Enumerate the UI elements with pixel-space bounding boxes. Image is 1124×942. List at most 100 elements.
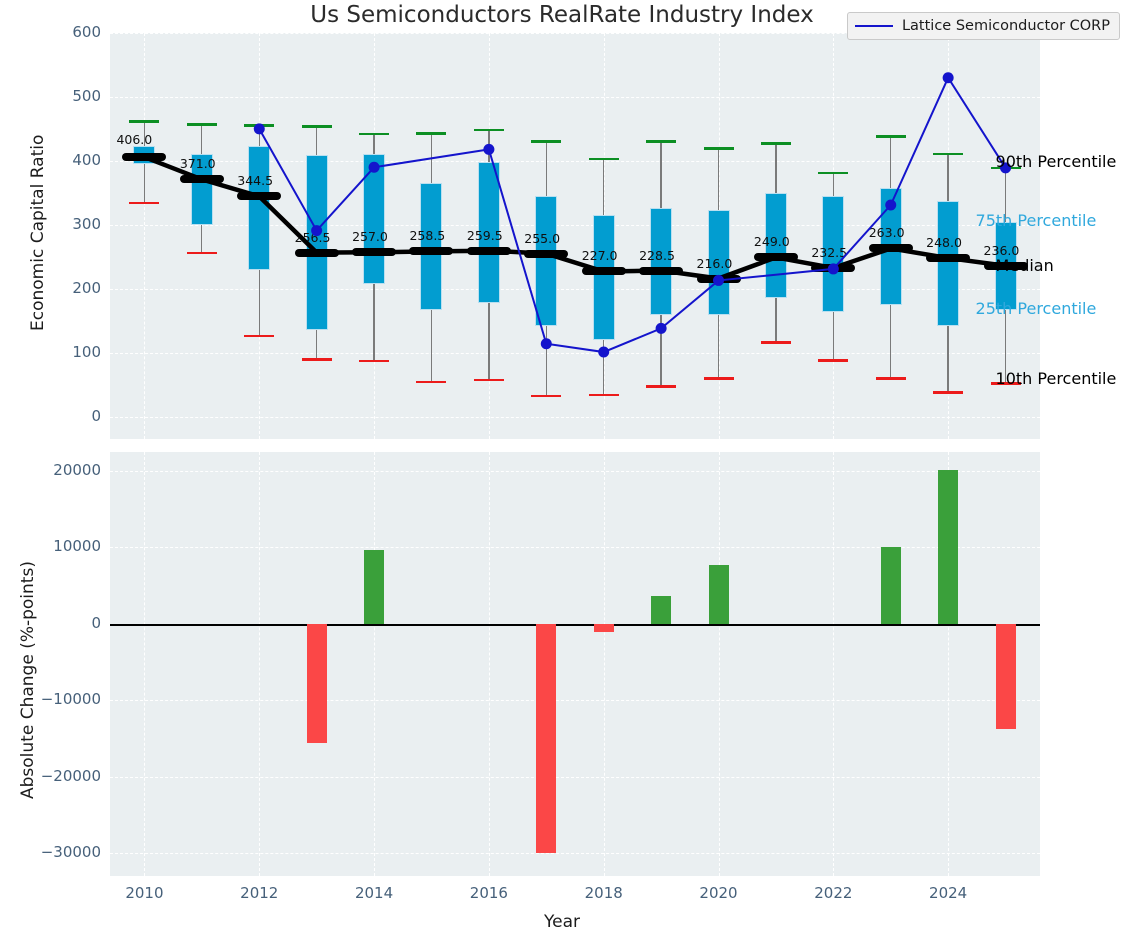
median-value-label: 263.0 bbox=[868, 225, 905, 241]
cap-90th-percentile bbox=[473, 128, 504, 132]
median-value-label: 257.0 bbox=[352, 229, 388, 245]
top-plot-content: 406.0 371.0 344.5 256.5 257.0 258.5 259.5 255.0… bbox=[110, 33, 1040, 439]
y-tick-label: −20000 bbox=[40, 766, 101, 785]
series-data-point bbox=[311, 225, 323, 237]
x-tick-label: 2020 bbox=[699, 884, 738, 902]
y-tick-label: 10000 bbox=[53, 537, 101, 556]
cap-10th-percentile bbox=[703, 376, 734, 380]
cap-90th-percentile bbox=[301, 125, 332, 128]
series-data-point bbox=[598, 346, 610, 358]
cap-10th-percentile bbox=[933, 391, 964, 394]
y-tick-label: 0 bbox=[91, 406, 101, 425]
cap-90th-percentile bbox=[359, 132, 390, 136]
x-axis-label: Year bbox=[544, 912, 580, 932]
series-data-point bbox=[827, 263, 839, 275]
gridline-vertical bbox=[833, 452, 835, 876]
box-iqr bbox=[937, 201, 960, 326]
bottom-gridlines bbox=[110, 452, 1040, 876]
median-value-label: 227.0 bbox=[581, 248, 618, 264]
annotation-75th-percentile: 75th Percentile bbox=[975, 211, 1097, 231]
x-tick-label: 2016 bbox=[469, 884, 508, 902]
y-tick-label: −30000 bbox=[40, 843, 101, 862]
gridline-horizontal bbox=[110, 471, 1040, 473]
cap-90th-percentile bbox=[531, 140, 562, 143]
gridline-vertical bbox=[488, 452, 490, 876]
median-value-label: 259.5 bbox=[466, 227, 503, 243]
median-marker bbox=[122, 153, 167, 162]
median-value-label: 406.0 bbox=[116, 132, 153, 148]
change-bar bbox=[938, 469, 959, 624]
cap-10th-percentile bbox=[129, 201, 160, 205]
x-tick-label: 2024 bbox=[929, 884, 968, 902]
gridline-horizontal bbox=[110, 224, 1040, 226]
cap-90th-percentile bbox=[588, 157, 619, 161]
gridline-horizontal bbox=[110, 288, 1040, 290]
legend-line-swatch-icon bbox=[854, 25, 893, 27]
change-bar bbox=[364, 549, 385, 624]
top-plot-panel: 406.0 371.0 344.5 256.5 257.0 258.5 259.5 255.0… bbox=[110, 33, 1040, 439]
gridline-vertical bbox=[603, 452, 605, 876]
cap-90th-percentile bbox=[646, 140, 677, 143]
y-tick-label: 20000 bbox=[53, 461, 101, 480]
median-value-label: 255.0 bbox=[524, 230, 561, 246]
series-data-point bbox=[483, 143, 495, 155]
gridline-vertical bbox=[948, 452, 950, 876]
y-tick-label: 400 bbox=[72, 150, 101, 169]
gridline-horizontal bbox=[110, 700, 1040, 702]
cap-90th-percentile bbox=[129, 119, 160, 123]
cap-90th-percentile bbox=[933, 152, 964, 156]
series-data-point bbox=[253, 123, 265, 135]
gridline-horizontal bbox=[110, 160, 1040, 162]
box-iqr bbox=[535, 196, 558, 327]
change-bar bbox=[593, 623, 614, 632]
series-data-point bbox=[368, 161, 380, 173]
cap-90th-percentile bbox=[760, 142, 791, 145]
cap-90th-percentile bbox=[416, 132, 447, 135]
series-data-point bbox=[885, 199, 897, 211]
median-value-label: 371.0 bbox=[179, 156, 216, 172]
gridline-vertical bbox=[259, 452, 261, 876]
median-value-label: 258.5 bbox=[409, 228, 446, 244]
gridline-horizontal bbox=[110, 416, 1040, 418]
gridline-vertical bbox=[144, 452, 146, 876]
box-iqr bbox=[650, 207, 673, 315]
legend[interactable]: Lattice Semiconductor CORP bbox=[846, 12, 1120, 40]
cap-90th-percentile bbox=[186, 123, 217, 126]
series-data-point bbox=[1000, 162, 1012, 174]
gridline-horizontal bbox=[110, 776, 1040, 778]
box-iqr bbox=[764, 192, 787, 299]
y-tick-label: 0 bbox=[91, 613, 101, 632]
legend-label: Lattice Semiconductor CORP bbox=[901, 18, 1110, 34]
y-tick-label: 200 bbox=[72, 278, 101, 297]
series-data-point bbox=[942, 72, 954, 84]
bottom-y-axis-label: Absolute Change (%-points) bbox=[18, 561, 38, 799]
x-tick-label: 2022 bbox=[814, 884, 853, 902]
cap-10th-percentile bbox=[646, 385, 677, 388]
bottom-plot-content bbox=[110, 452, 1040, 876]
x-tick-label: 2014 bbox=[354, 884, 394, 902]
cap-10th-percentile bbox=[186, 251, 217, 255]
x-tick-label: 2010 bbox=[125, 884, 164, 902]
cap-10th-percentile bbox=[531, 394, 562, 398]
cap-90th-percentile bbox=[875, 135, 906, 138]
change-bar bbox=[995, 623, 1016, 729]
change-bar bbox=[880, 547, 901, 624]
median-value-label: 228.5 bbox=[639, 247, 675, 263]
box-iqr bbox=[707, 210, 730, 315]
series-data-point bbox=[655, 322, 667, 334]
x-tick-label: 2012 bbox=[240, 884, 279, 902]
median-value-label: 249.0 bbox=[753, 234, 790, 250]
median-connector-line bbox=[143, 154, 1006, 281]
gridline-horizontal bbox=[110, 547, 1040, 549]
top-y-axis-label: Economic Capital Ratio bbox=[28, 134, 48, 331]
annotation-10th-percentile: 10th Percentile bbox=[995, 369, 1117, 389]
gridline-horizontal bbox=[110, 96, 1040, 98]
annotation-median: Median bbox=[995, 255, 1054, 275]
annotation-25th-percentile: 25th Percentile bbox=[975, 299, 1097, 319]
x-tick-label: 2018 bbox=[584, 884, 623, 902]
gridline-vertical bbox=[718, 452, 720, 876]
box-iqr bbox=[190, 154, 213, 226]
cap-10th-percentile bbox=[875, 376, 906, 380]
median-value-label: 232.5 bbox=[811, 244, 848, 260]
